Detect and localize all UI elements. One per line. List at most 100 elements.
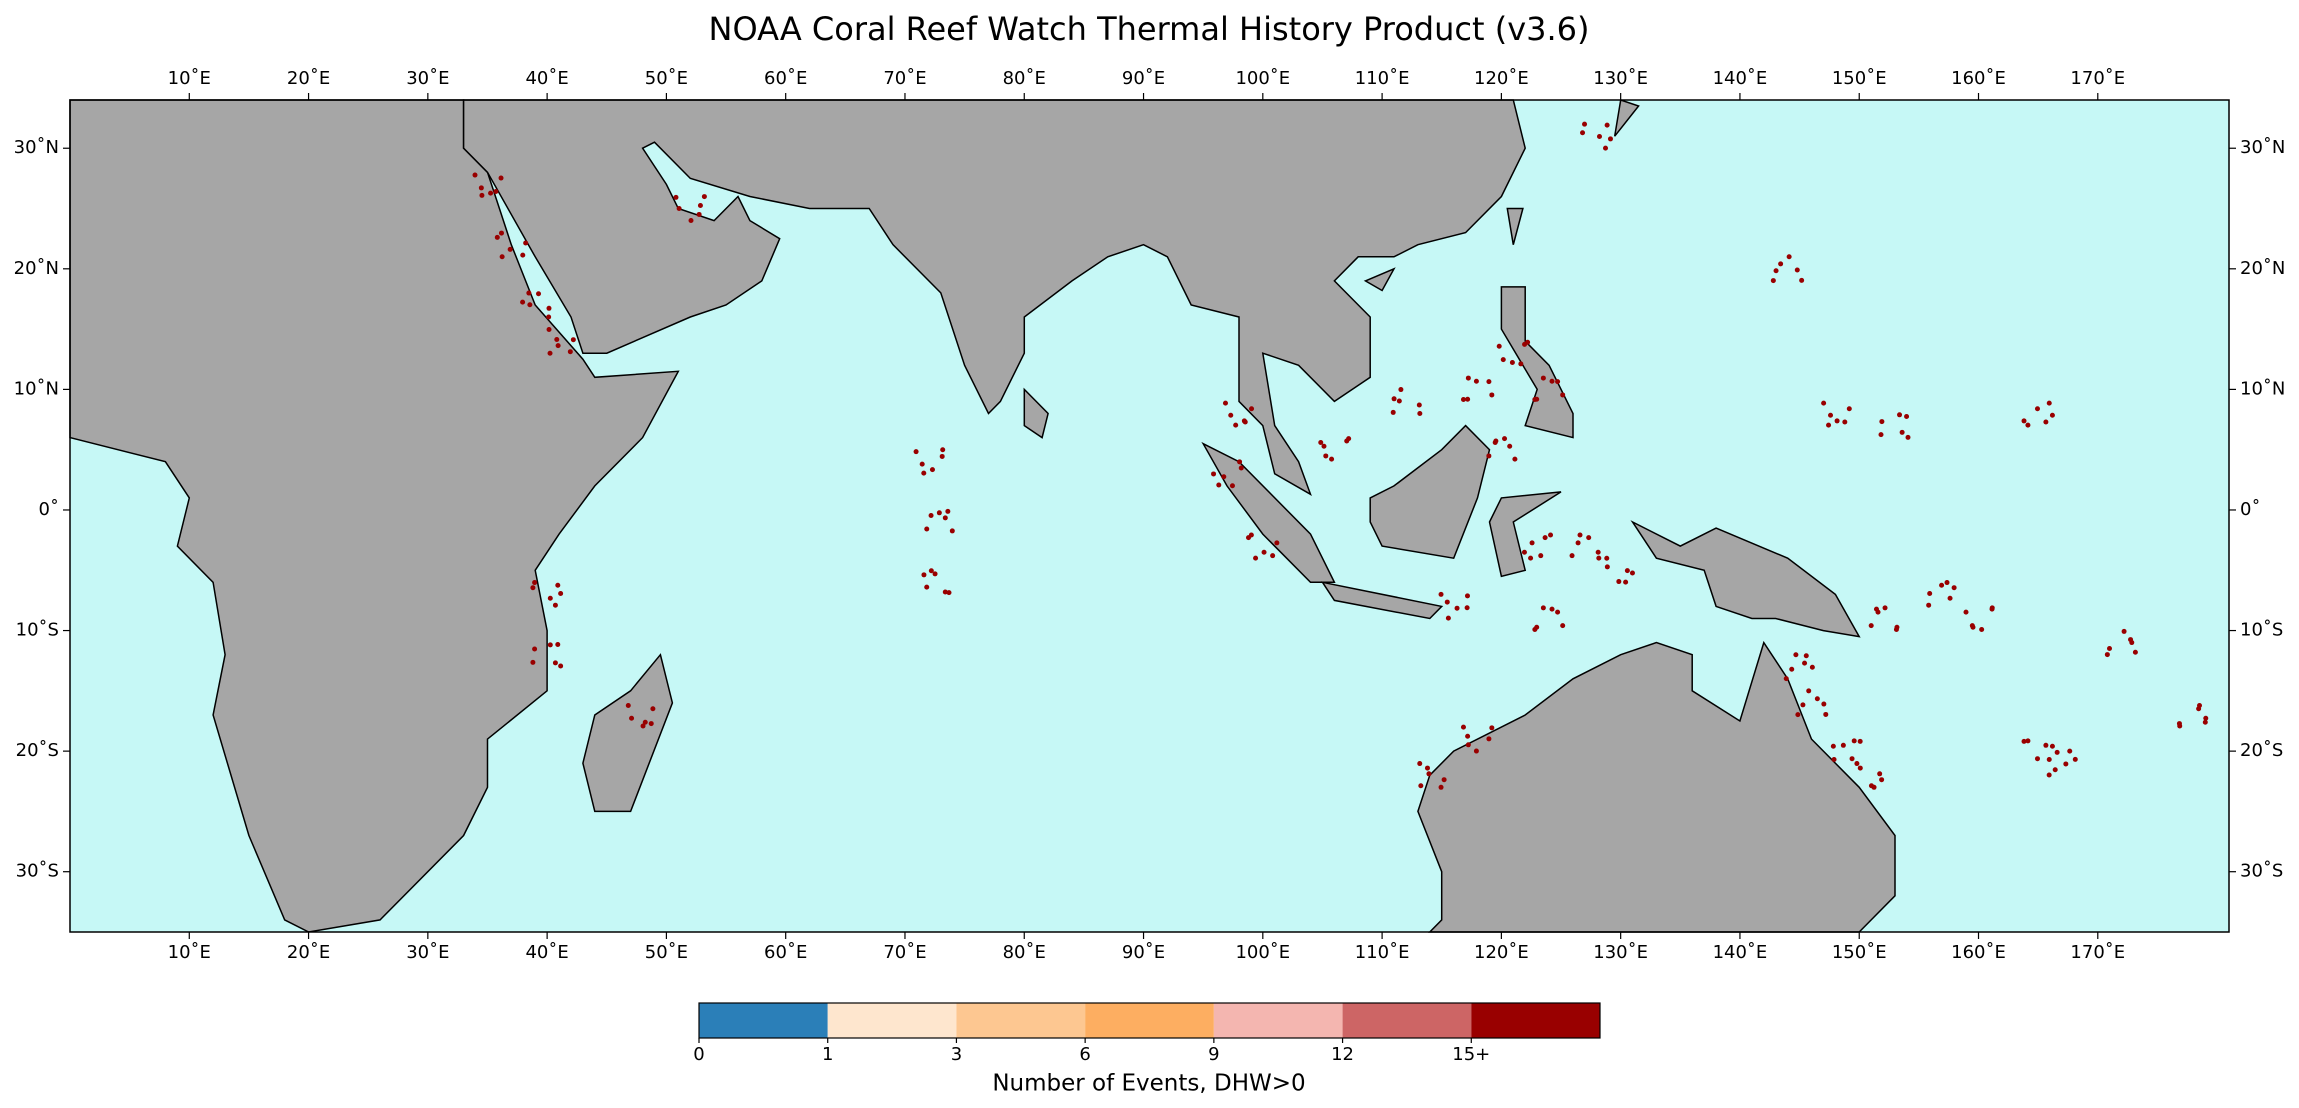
reef-dot [1773, 268, 1779, 274]
y-tick-label-right: 20˚S [2240, 740, 2283, 761]
reef-dot [1947, 595, 1953, 601]
reef-dot [1826, 422, 1832, 428]
reef-dot [1465, 396, 1471, 402]
reef-dot [1802, 660, 1808, 666]
landmass [462, 99, 1526, 496]
reef-dot [1489, 725, 1495, 731]
y-tick-label: 30˚S [16, 861, 59, 882]
reef-dot [1821, 701, 1827, 707]
reef-dot [1604, 564, 1610, 570]
reef-dot [1492, 440, 1498, 446]
x-tick-label: 100˚E [1235, 942, 1290, 963]
landmass [582, 653, 674, 813]
reef-dot [1927, 591, 1933, 597]
reef-dot [2046, 756, 2052, 762]
y-tick-label: 10˚N [14, 378, 59, 399]
reef-dot [921, 470, 927, 476]
reef-dot [1969, 623, 1975, 629]
reef-dot [1460, 724, 1466, 730]
reef-dot [547, 595, 553, 601]
reef-dot [1253, 555, 1259, 561]
y-tick-label-right: 0˚ [2240, 499, 2260, 520]
reef-dot [1521, 549, 1527, 555]
reef-dot [625, 702, 631, 708]
reef-dot [1486, 453, 1492, 459]
y-tick-label: 20˚N [14, 258, 59, 279]
reef-dot [1512, 456, 1518, 462]
x-tick-label-top: 10˚E [168, 68, 211, 89]
y-tick-label: 30˚N [14, 137, 59, 158]
reef-dot [629, 715, 635, 721]
reef-dot [1795, 712, 1801, 718]
reef-dot [1261, 549, 1267, 555]
x-tick-label: 70˚E [883, 942, 926, 963]
reef-dot [1806, 688, 1812, 694]
reef-dot [1800, 702, 1806, 708]
reef-dot [913, 449, 919, 455]
reef-dot [2043, 419, 2049, 425]
reef-dot [1823, 711, 1829, 717]
reef-dot [1549, 606, 1555, 612]
reef-dot [1438, 784, 1444, 790]
reef-dot [929, 467, 935, 473]
reef-dot [1529, 540, 1535, 546]
colorbar-tick-label: 15+ [1452, 1044, 1490, 1065]
reef-dot [2049, 743, 2055, 749]
colorbar-tick-label: 9 [1208, 1044, 1219, 1065]
reef-dot [1879, 419, 1885, 425]
reef-dot [1878, 432, 1884, 438]
reef-dot [478, 185, 484, 191]
reef-dot [555, 582, 561, 588]
reef-dot [2046, 400, 2052, 406]
reef-dot [2021, 738, 2027, 744]
reef-dot [520, 252, 526, 258]
reef-dot [498, 230, 504, 236]
reef-dot [2196, 702, 2202, 708]
reef-dot [1897, 412, 1903, 418]
reef-dot [1616, 579, 1622, 585]
x-tick-label-top: 120˚E [1474, 68, 1529, 89]
reef-dot [1528, 555, 1534, 561]
reef-dot [546, 314, 552, 320]
x-tick-label-top: 30˚E [406, 68, 449, 89]
reef-dot [570, 337, 576, 343]
reef-dot [1629, 570, 1635, 576]
reef-dot [936, 510, 942, 516]
colorbar-tick-label: 3 [951, 1044, 962, 1065]
reef-dot [1549, 378, 1555, 384]
landmass [1500, 286, 1574, 439]
reef-dot [1803, 653, 1809, 659]
reef-dot [1577, 532, 1583, 538]
colorbar-segment [1085, 1003, 1214, 1038]
reef-dot [1879, 777, 1885, 783]
reef-dot [1607, 136, 1613, 142]
y-tick-label: 20˚S [16, 740, 59, 761]
reef-dot [932, 571, 938, 577]
reef-dot [2203, 715, 2209, 721]
reef-dot [1540, 605, 1546, 611]
x-tick-label: 40˚E [525, 942, 568, 963]
reef-dot [1242, 419, 1248, 425]
reef-dot [1496, 343, 1502, 349]
reef-dot [2067, 748, 2073, 754]
reef-dot [530, 659, 536, 665]
reef-dot [546, 326, 552, 332]
x-tick-label-top: 80˚E [1003, 68, 1046, 89]
reef-dot [1465, 375, 1471, 381]
reef-dot [1228, 412, 1234, 418]
reef-dot [1904, 413, 1910, 419]
y-tick-label: 0˚ [39, 499, 59, 520]
reef-dot [547, 350, 553, 356]
landmass [1369, 424, 1491, 560]
reef-dot [1963, 609, 1969, 615]
reef-dot [924, 584, 930, 590]
reef-dot [552, 660, 558, 666]
reef-dot [1445, 615, 1451, 621]
reef-dot [499, 254, 505, 260]
reef-dot [1623, 579, 1629, 585]
colorbar-tick-label: 12 [1331, 1044, 1354, 1065]
reef-dot [1344, 438, 1350, 444]
reef-dot [701, 194, 707, 200]
reef-dot [1238, 465, 1244, 471]
